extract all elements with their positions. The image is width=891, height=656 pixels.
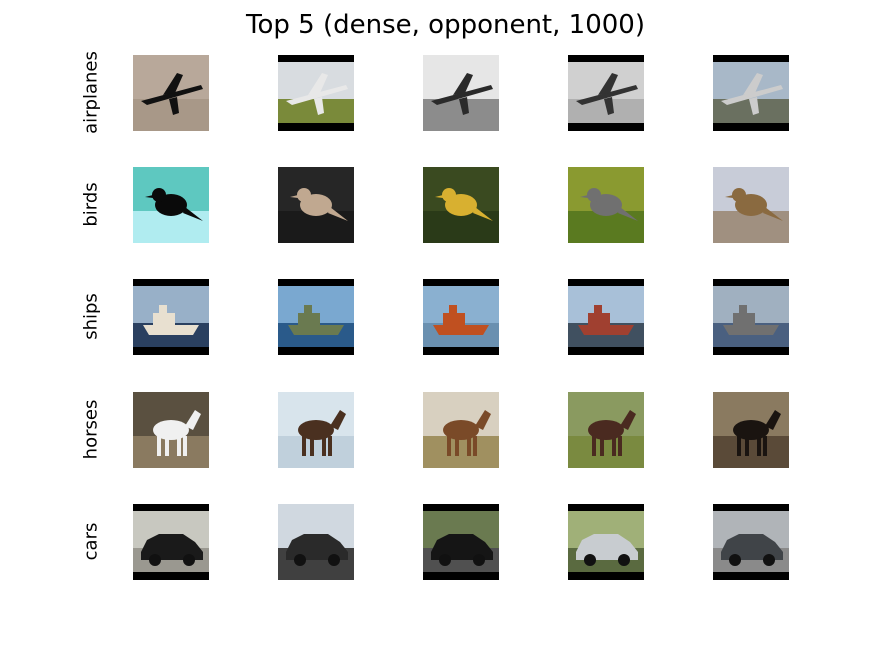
- barge-icon: [713, 279, 789, 355]
- thumbnail-airplanes-5: [713, 55, 789, 131]
- meadowlark-icon: [713, 167, 789, 243]
- thumbnail-birds-1: [133, 167, 209, 243]
- distant-ship-icon: [278, 279, 354, 355]
- thumbnail-cars-2: [278, 504, 354, 580]
- owl-icon: [278, 167, 354, 243]
- bird-silhouette-icon: [133, 167, 209, 243]
- row-label-ships: ships: [80, 293, 102, 340]
- row-label-cars: cars: [80, 522, 102, 561]
- silver-sedan-icon: [568, 504, 644, 580]
- thumbnail-horses-3: [423, 392, 499, 468]
- bmw-front-icon: [423, 504, 499, 580]
- thumbnail-cars-5: [713, 504, 789, 580]
- thumbnail-horses-4: [568, 392, 644, 468]
- row-label-horses: horses: [80, 399, 102, 460]
- thumbnail-cars-1: [133, 504, 209, 580]
- thumbnail-ships-3: [423, 279, 499, 355]
- yellow-bird-icon: [423, 167, 499, 243]
- thumbnail-birds-4: [568, 167, 644, 243]
- figure-title: Top 5 (dense, opponent, 1000): [246, 10, 645, 40]
- jet-on-pylon-icon: [713, 55, 789, 131]
- thumbnail-airplanes-2: [278, 55, 354, 131]
- row-label-airplanes: airplanes: [80, 51, 102, 134]
- thumbnail-birds-2: [278, 167, 354, 243]
- thumbnail-ships-5: [713, 279, 789, 355]
- hatchback-icon: [713, 504, 789, 580]
- tugboat-icon: [423, 279, 499, 355]
- thumbnail-cars-3: [423, 504, 499, 580]
- grazing-horse-snow-icon: [278, 392, 354, 468]
- thumbnail-birds-5: [713, 167, 789, 243]
- sedan-front-icon: [278, 504, 354, 580]
- thumbnail-ships-4: [568, 279, 644, 355]
- thumbnail-airplanes-3: [423, 55, 499, 131]
- brown-horse-icon: [423, 392, 499, 468]
- roadster-icon: [133, 504, 209, 580]
- mockingbird-icon: [568, 167, 644, 243]
- row-label-birds: birds: [80, 182, 102, 227]
- thumbnail-ships-1: [133, 279, 209, 355]
- thumbnail-airplanes-4: [568, 55, 644, 131]
- cargo-ship-icon: [133, 279, 209, 355]
- thumbnail-ships-2: [278, 279, 354, 355]
- bomber-silhouette-icon: [133, 55, 209, 131]
- thumbnail-airplanes-1: [133, 55, 209, 131]
- carriage-horse-icon: [713, 392, 789, 468]
- thumbnail-cars-4: [568, 504, 644, 580]
- jet-fighter-icon: [423, 55, 499, 131]
- paint-horse-icon: [133, 392, 209, 468]
- container-ship-icon: [568, 279, 644, 355]
- thumbnail-birds-3: [423, 167, 499, 243]
- thumbnail-horses-2: [278, 392, 354, 468]
- thumbnail-horses-5: [713, 392, 789, 468]
- biplane-icon: [568, 55, 644, 131]
- pony-icon: [568, 392, 644, 468]
- thumbnail-horses-1: [133, 392, 209, 468]
- small-planes-on-grass-icon: [278, 55, 354, 131]
